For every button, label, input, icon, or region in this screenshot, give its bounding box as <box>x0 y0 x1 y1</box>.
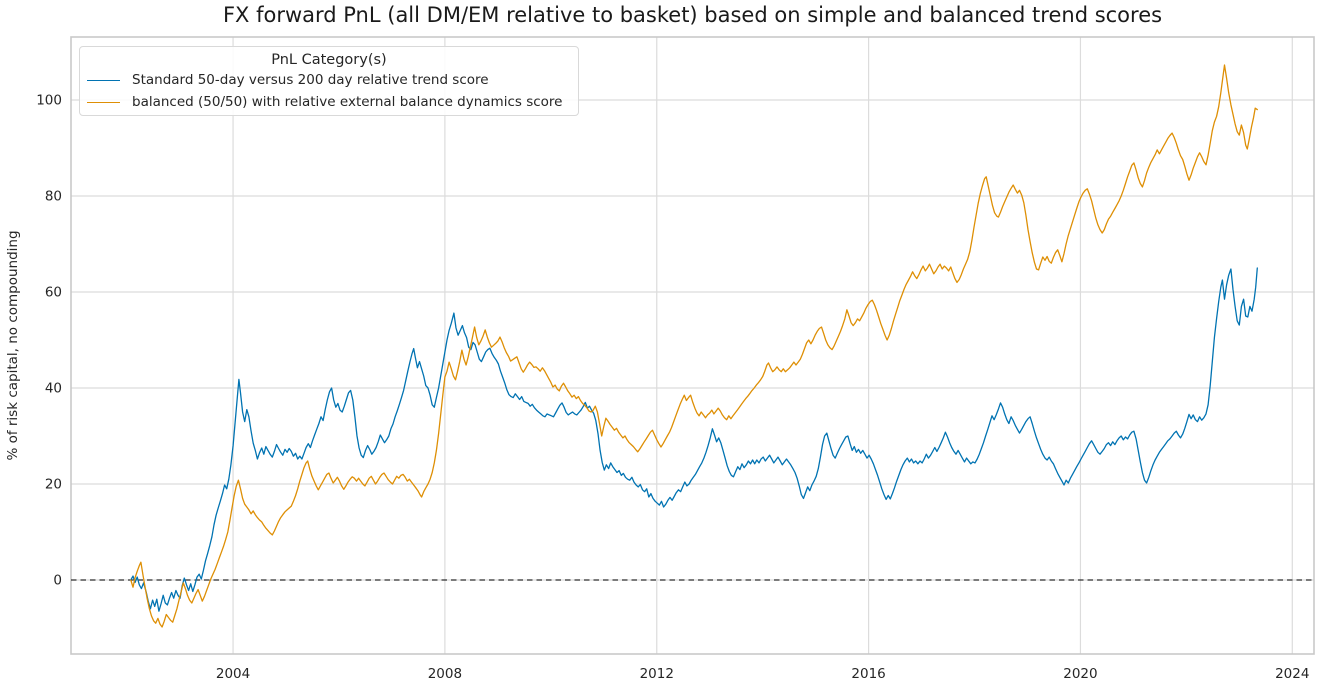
plot-border <box>70 36 1315 655</box>
x-tick-label: 2024 <box>1275 666 1309 682</box>
legend-entry-standard-trend: Standard 50-day versus 200 day relative … <box>80 69 578 91</box>
blue-line-swatch-icon <box>87 79 120 81</box>
legend-entry-label: balanced (50/50) with relative external … <box>132 94 563 110</box>
y-tick-label: 100 <box>36 93 62 109</box>
chart-title: FX forward PnL (all DM/EM relative to ba… <box>222 3 1163 27</box>
legend-entry-label: Standard 50-day versus 200 day relative … <box>132 72 489 88</box>
y-tick-label: 60 <box>45 285 62 301</box>
y-tick-label: 80 <box>45 189 62 205</box>
series-line-standard-trend <box>130 267 1258 612</box>
x-tick-label: 2012 <box>640 666 674 682</box>
x-tick-label: 2016 <box>851 666 885 682</box>
y-axis-label: % of risk capital, no compounding <box>5 230 21 460</box>
x-tick-label: 2008 <box>428 666 462 682</box>
y-tick-label: 20 <box>45 476 62 492</box>
series-line-balanced-score <box>130 64 1258 628</box>
legend: PnL Category(s) Standard 50-day versus 2… <box>79 46 579 116</box>
orange-line-swatch-icon <box>87 101 120 103</box>
x-tick-label: 2020 <box>1063 666 1097 682</box>
y-tick-label: 40 <box>45 381 62 397</box>
legend-title: PnL Category(s) <box>271 52 387 68</box>
legend-entry-balanced-score: balanced (50/50) with relative external … <box>80 91 578 113</box>
x-tick-label: 2004 <box>216 666 250 682</box>
y-tick-label: 0 <box>53 572 62 588</box>
